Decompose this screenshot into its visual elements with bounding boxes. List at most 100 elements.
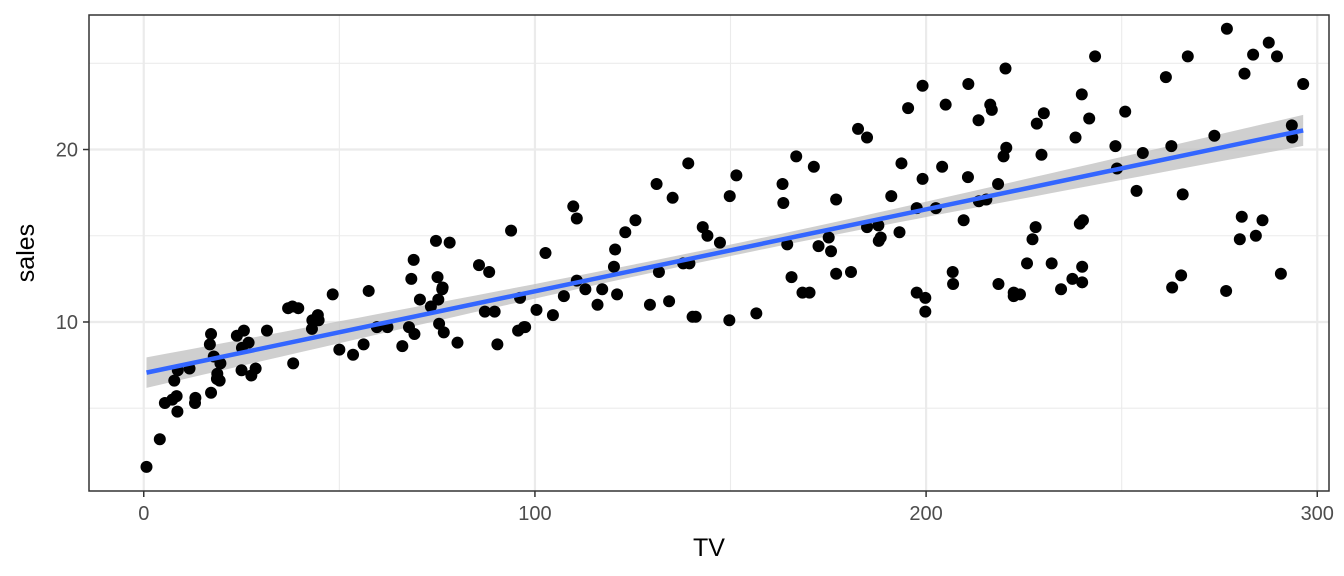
- data-point: [1026, 233, 1039, 246]
- data-point: [140, 460, 153, 473]
- data-point: [750, 307, 763, 320]
- data-point: [242, 336, 255, 349]
- data-point: [812, 240, 825, 253]
- data-point: [1175, 269, 1188, 282]
- data-point: [1119, 105, 1132, 118]
- data-point: [305, 322, 318, 335]
- data-point: [776, 178, 789, 191]
- data-point: [1233, 233, 1246, 246]
- data-point: [1076, 214, 1089, 227]
- data-point: [666, 191, 679, 204]
- data-point: [629, 214, 642, 227]
- data-point: [170, 390, 183, 403]
- data-point: [591, 298, 604, 311]
- data-point: [260, 324, 273, 337]
- data-point: [609, 243, 622, 256]
- data-point: [1256, 214, 1269, 227]
- data-point: [505, 224, 518, 237]
- data-point: [985, 103, 998, 116]
- data-point: [701, 229, 714, 242]
- data-point: [491, 338, 504, 351]
- data-point: [519, 321, 532, 334]
- data-point: [1166, 281, 1179, 294]
- data-point: [962, 77, 975, 90]
- data-point: [830, 267, 843, 280]
- data-point: [408, 328, 421, 341]
- data-point: [347, 348, 360, 361]
- data-point: [205, 328, 218, 341]
- data-point: [916, 172, 929, 185]
- data-point: [1270, 50, 1283, 63]
- data-point: [730, 169, 743, 182]
- data-point: [1076, 260, 1089, 273]
- data-point: [203, 338, 216, 351]
- data-point: [1159, 71, 1172, 84]
- data-point: [1176, 188, 1189, 201]
- data-point: [443, 236, 456, 249]
- data-point: [777, 196, 790, 209]
- data-point: [472, 259, 485, 272]
- data-point: [1235, 210, 1248, 223]
- data-point: [852, 122, 865, 135]
- data-point: [1285, 119, 1298, 132]
- data-point: [1029, 221, 1042, 234]
- data-point: [1037, 107, 1050, 120]
- data-point: [723, 190, 736, 203]
- data-point: [1066, 272, 1079, 285]
- data-point: [1274, 267, 1287, 280]
- regression-line: [146, 128, 1304, 375]
- data-point: [437, 326, 450, 339]
- data-point: [405, 272, 418, 285]
- data-point: [436, 281, 449, 294]
- data-point: [596, 283, 609, 296]
- data-point: [893, 226, 906, 239]
- data-point: [362, 284, 375, 297]
- data-point: [292, 302, 305, 315]
- data-point: [919, 305, 932, 318]
- data-point: [214, 357, 227, 370]
- data-point: [643, 298, 656, 311]
- data-point: [1130, 184, 1143, 197]
- data-point: [1247, 48, 1260, 61]
- data-point: [413, 293, 426, 306]
- data-point: [1083, 112, 1096, 125]
- data-point: [1165, 140, 1178, 153]
- data-point: [830, 193, 843, 206]
- data-point: [844, 265, 857, 278]
- data-point: [1297, 77, 1310, 90]
- data-point: [567, 200, 580, 213]
- data-point: [961, 171, 974, 184]
- data-point: [713, 236, 726, 249]
- data-point: [957, 214, 970, 227]
- data-point: [213, 374, 226, 387]
- data-point: [781, 238, 794, 251]
- data-point: [171, 405, 184, 418]
- data-point: [1136, 146, 1149, 159]
- data-point: [874, 231, 887, 244]
- data-point: [825, 245, 838, 258]
- data-point: [1208, 129, 1221, 142]
- data-point: [807, 160, 820, 173]
- data-point: [1220, 22, 1233, 35]
- data-point: [939, 98, 952, 111]
- data-point: [872, 219, 885, 232]
- data-point: [237, 324, 250, 337]
- data-point: [478, 305, 491, 318]
- data-point: [153, 433, 166, 446]
- data-point: [488, 305, 501, 318]
- data-point: [803, 286, 816, 299]
- data-point: [1109, 140, 1122, 153]
- data-point: [333, 343, 346, 356]
- x-tick-label: 200: [909, 503, 942, 525]
- data-point: [1021, 257, 1034, 270]
- data-point: [652, 265, 665, 278]
- data-point: [1220, 284, 1233, 297]
- data-point: [1035, 148, 1048, 161]
- data-points: [140, 22, 1310, 473]
- data-point: [822, 231, 835, 244]
- data-point: [396, 340, 409, 353]
- data-point: [483, 265, 496, 278]
- data-point: [451, 336, 464, 349]
- data-point: [1262, 36, 1275, 49]
